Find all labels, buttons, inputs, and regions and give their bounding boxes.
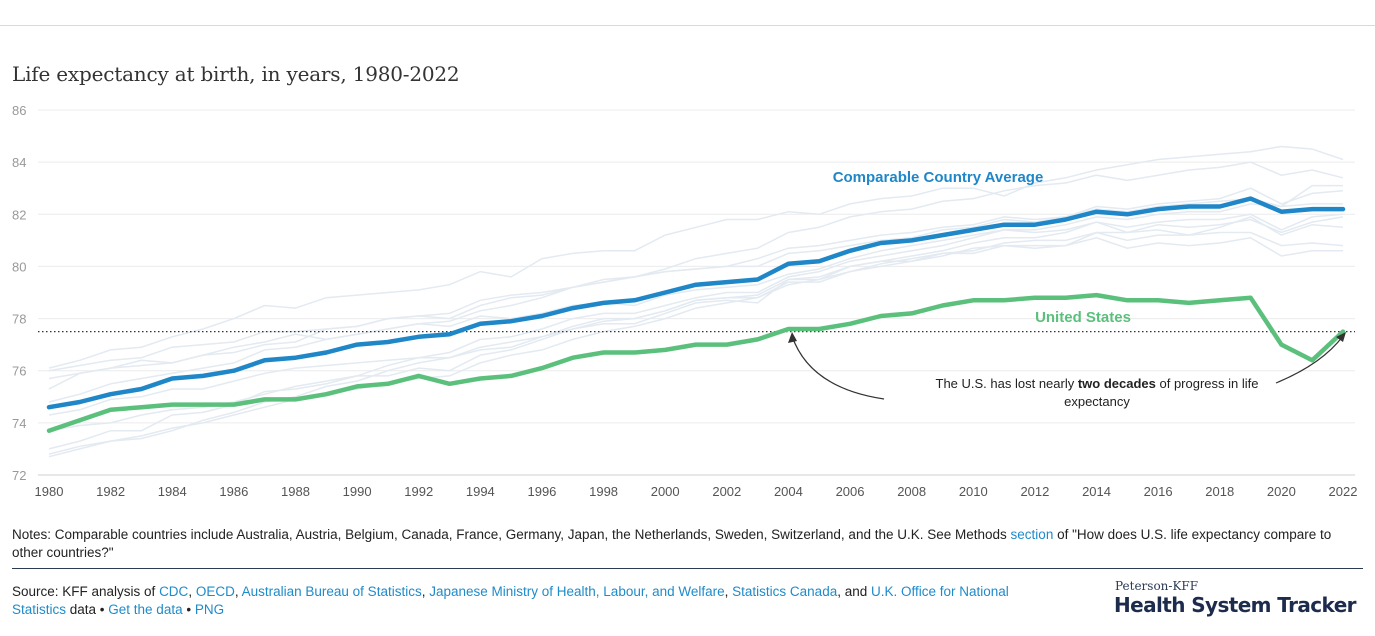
x-tick-label: 2006 [836, 484, 865, 499]
x-tick-label: 1994 [466, 484, 495, 499]
comparable-country-lines [48, 145, 1344, 458]
chart-notes: Notes: Comparable countries include Aust… [12, 527, 1332, 560]
y-tick-label: 74 [12, 416, 26, 431]
y-tick-label: 82 [12, 207, 26, 222]
annotation-arrowhead-left [788, 332, 797, 343]
x-tick-label: 1998 [589, 484, 618, 499]
get-the-data-link[interactable]: Get the data [108, 602, 183, 617]
x-tick-label: 1990 [343, 484, 372, 499]
x-tick-label: 1980 [35, 484, 64, 499]
methods-section-link[interactable]: section [1010, 527, 1054, 542]
x-tick-label: 2018 [1205, 484, 1234, 499]
x-tick-label: 1986 [219, 484, 248, 499]
source-line: Source: KFF analysis of CDC, OECD, Austr… [12, 584, 1009, 617]
main-series [46, 196, 1346, 433]
annotation: The U.S. has lost nearly two decades of … [788, 332, 1346, 409]
brand-peterson-kff: Peterson-KFF [1115, 579, 1199, 593]
annotation-arrow-left [791, 335, 885, 400]
png-link[interactable]: PNG [194, 602, 225, 617]
y-tick-label: 86 [12, 103, 26, 118]
gridlines [38, 109, 1355, 476]
bottom-divider [12, 568, 1363, 569]
annotation-line-2: expectancy [1064, 394, 1130, 409]
country-line-1 [48, 161, 1344, 403]
y-tick-label: 76 [12, 364, 26, 379]
y-tick-label: 84 [12, 155, 26, 170]
x-tick-label: 1984 [158, 484, 187, 499]
label-comparable-country-average: Comparable Country Average [833, 169, 1044, 186]
series-united-states [46, 292, 1346, 433]
line-chart: 72 74 76 78 80 82 84 86 1980 1982 1984 1986 1988 199… [12, 103, 1358, 499]
x-tick-label: 2014 [1082, 484, 1111, 499]
top-divider [0, 25, 1375, 26]
y-axis-ticks: 72 74 76 78 80 82 84 86 [12, 103, 26, 483]
x-tick-label: 2012 [1020, 484, 1049, 499]
country-line-10 [48, 184, 1343, 372]
x-tick-label: 2002 [712, 484, 741, 499]
x-tick-label: 2016 [1144, 484, 1173, 499]
country-line-9 [48, 213, 1344, 432]
x-axis-ticks: 1980 1982 1984 1986 1988 1990 1992 1994 1996 1998… [35, 484, 1358, 499]
x-tick-label: 2022 [1329, 484, 1358, 499]
annotation-line-1: The U.S. has lost nearly two decades of … [936, 376, 1259, 391]
annotation-arrow-right [1275, 335, 1344, 384]
x-tick-label: 2010 [959, 484, 988, 499]
y-tick-label: 80 [12, 259, 26, 274]
country-line-3 [48, 237, 1343, 450]
uk-ons-link[interactable]: U.K. Office for National Statistics [12, 584, 1009, 617]
country-line-2 [48, 145, 1344, 369]
chart-title: Life expectancy at birth, in years, 1980… [12, 62, 460, 86]
annotation-arrowhead-right [1336, 332, 1346, 342]
x-tick-label: 1992 [404, 484, 433, 499]
x-tick-label: 2008 [897, 484, 926, 499]
x-tick-label: 2004 [774, 484, 803, 499]
country-line-7 [48, 216, 1344, 455]
statistics-canada-link[interactable]: Statistics Canada [732, 584, 838, 599]
japan-ministry-link[interactable]: Japanese Ministry of Health, Labour, and… [429, 584, 725, 599]
country-line-8 [48, 231, 1344, 458]
country-line-5 [48, 203, 1343, 390]
series-comparable-country-average [46, 196, 1346, 410]
x-tick-label: 2000 [651, 484, 680, 499]
label-united-states: United States [1035, 309, 1131, 326]
brand-health-system-tracker[interactable]: Health System Tracker [1114, 593, 1357, 617]
abs-link[interactable]: Australian Bureau of Statistics [241, 584, 422, 599]
x-tick-label: 1982 [96, 484, 125, 499]
y-tick-label: 72 [12, 468, 26, 483]
y-tick-label: 78 [12, 312, 26, 327]
x-tick-label: 1988 [281, 484, 310, 499]
x-tick-label: 2020 [1267, 484, 1296, 499]
oecd-link[interactable]: OECD [195, 584, 235, 599]
cdc-link[interactable]: CDC [159, 584, 189, 599]
x-tick-label: 1996 [527, 484, 556, 499]
